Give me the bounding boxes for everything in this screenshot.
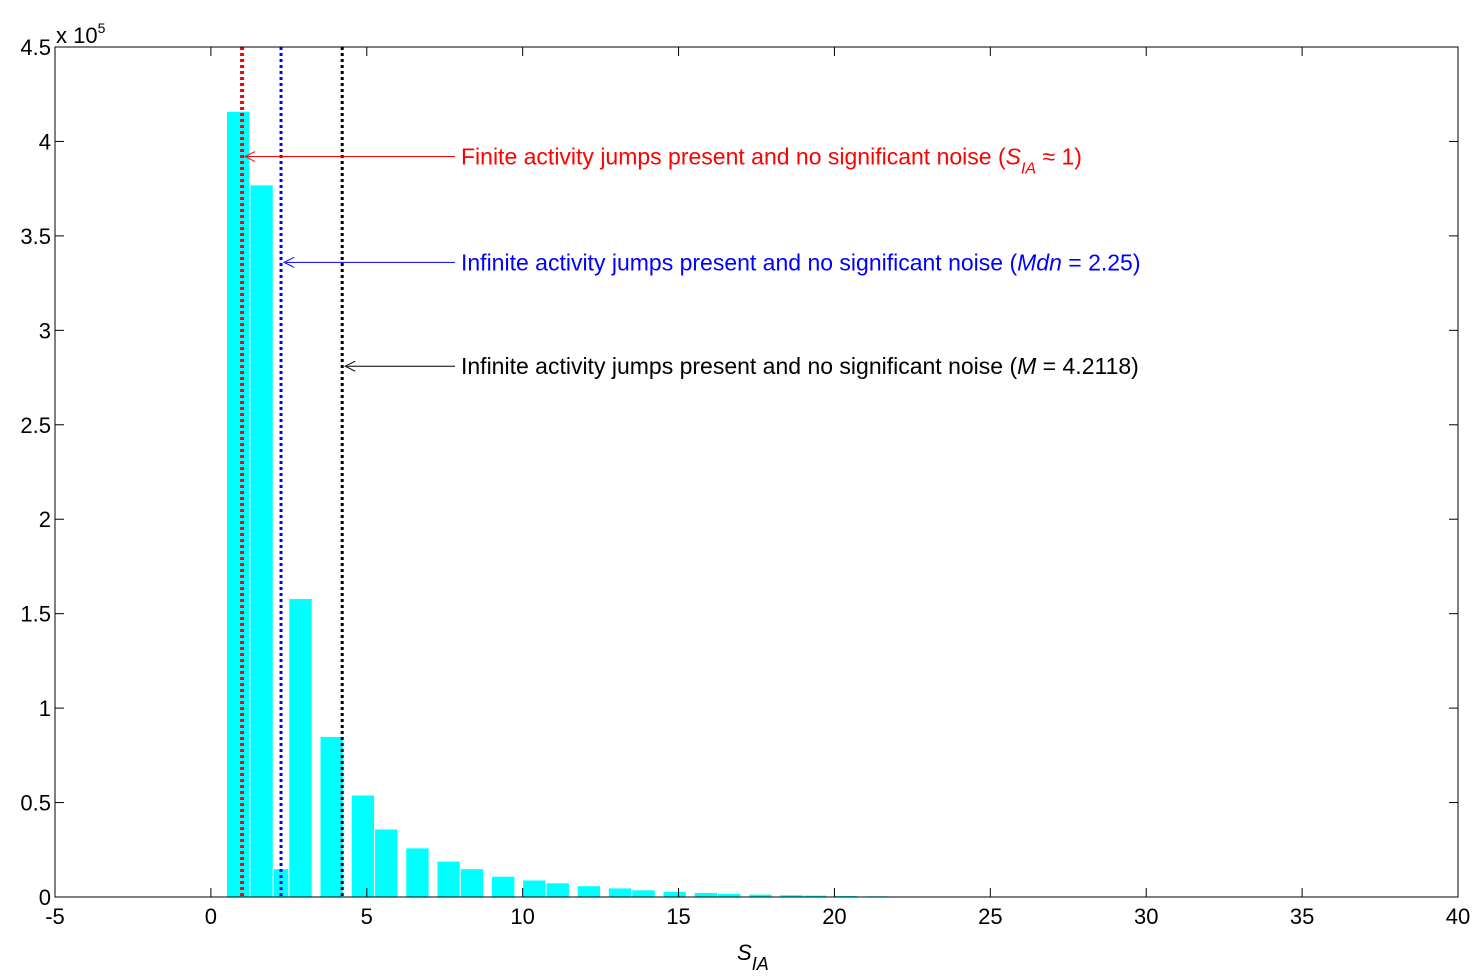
bars-layer <box>225 110 1373 898</box>
annotation-label: Infinite activity jumps present and no s… <box>461 353 1139 379</box>
y-tick-label: 3.5 <box>20 224 51 249</box>
histogram-bar <box>225 110 251 898</box>
histogram-bar <box>249 184 274 898</box>
y-tick-label: 1.5 <box>20 602 51 627</box>
histogram-bar <box>662 890 687 898</box>
x-tick-label: 25 <box>978 904 1002 929</box>
histogram-bar <box>405 847 430 898</box>
x-tick-label: 40 <box>1446 904 1470 929</box>
y-tick-label: 3 <box>39 318 51 343</box>
annotation-label: Infinite activity jumps present and no s… <box>461 249 1141 275</box>
x-tick-label: 0 <box>205 904 217 929</box>
histogram-bar <box>522 879 547 898</box>
y-tick-label: 0.5 <box>20 791 51 816</box>
histogram-bar <box>631 889 656 898</box>
plot-area-frame <box>54 46 1459 898</box>
histogram-bar <box>459 868 485 898</box>
x-tick-label: -5 <box>45 904 65 929</box>
reference-lines-layer <box>240 47 344 897</box>
y-tick-label: 2.5 <box>20 413 51 438</box>
histogram-bar <box>288 598 313 898</box>
y-exponent-label: x 105 <box>56 20 106 48</box>
x-tick-label: 20 <box>822 904 846 929</box>
histogram-bar <box>350 794 376 898</box>
annotation-label: Finite activity jumps present and no sig… <box>461 144 1082 178</box>
x-tick-label: 15 <box>666 904 690 929</box>
x-tick-label: 30 <box>1134 904 1158 929</box>
x-tick-label: 35 <box>1290 904 1314 929</box>
y-tick-label: 0 <box>39 885 51 910</box>
y-tick-label: 4 <box>39 129 51 154</box>
arrow-head-icon <box>344 360 356 372</box>
x-tick-label: 10 <box>510 904 534 929</box>
histogram-bar <box>607 887 633 898</box>
histogram-bar <box>717 892 742 898</box>
annotations-layer: Finite activity jumps present and no sig… <box>243 144 1141 379</box>
histogram-bar <box>693 891 719 898</box>
y-tick-label: 2 <box>39 507 51 532</box>
arrow-head-icon <box>282 256 295 268</box>
arrow-head-icon <box>243 151 256 163</box>
histogram-bar <box>319 735 344 898</box>
histogram-bar <box>490 875 516 898</box>
histogram-bar <box>374 828 399 898</box>
histogram-bar <box>436 860 461 898</box>
y-tick-label: 1 <box>39 696 51 721</box>
y-tick-label: 4.5 <box>20 35 51 60</box>
x-tick-label: 5 <box>361 904 373 929</box>
x-axis-label: SIA <box>737 940 769 974</box>
histogram-bar <box>576 885 602 898</box>
histogram-bar <box>545 882 570 898</box>
